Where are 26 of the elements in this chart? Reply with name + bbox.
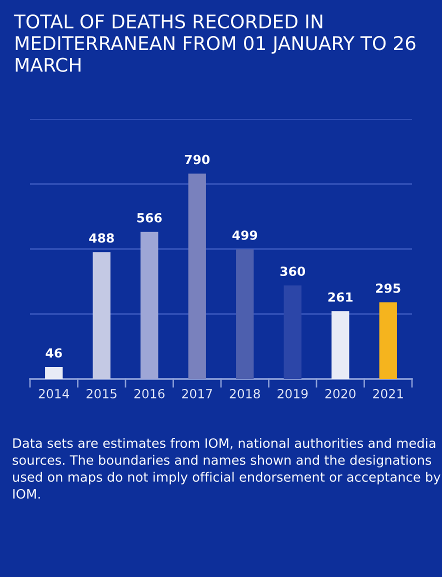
- bar: [45, 367, 63, 379]
- data-label: 261: [328, 292, 353, 302]
- bar: [284, 285, 302, 379]
- bar: [140, 232, 158, 379]
- x-tick-label: 2021: [373, 388, 403, 398]
- x-tick-label: 2014: [38, 388, 70, 398]
- data-label: 488: [89, 233, 114, 243]
- data-label: 790: [184, 154, 210, 164]
- bar: [236, 249, 254, 379]
- x-tick-label: 2020: [325, 388, 356, 398]
- data-label: 295: [376, 283, 400, 293]
- bar: [332, 311, 350, 379]
- x-tick-label: 2017: [182, 388, 212, 398]
- data-label: 360: [280, 266, 306, 276]
- bar: [92, 252, 110, 379]
- data-label: 46: [46, 348, 62, 358]
- chart-title: TOTAL OF DEATHS RECORDED IN MEDITERRANEAN FROM 01 JANUARY TO 26 MARCH: [14, 14, 416, 72]
- x-tick-label: 2019: [278, 388, 308, 398]
- x-tick-label: 2018: [230, 388, 260, 398]
- bar: [188, 174, 206, 379]
- bar: [379, 302, 397, 379]
- data-label: 566: [137, 213, 162, 222]
- data-label: 499: [232, 230, 258, 240]
- x-tick-label: 2016: [134, 388, 164, 398]
- text: Data sets are estimates from IOM, national authorities and media sources. The boundaries and names shown and the designations used on maps do not imply official endorsement or acceptance by IOM.: [12, 438, 440, 499]
- x-tick-label: 2015: [86, 388, 116, 398]
